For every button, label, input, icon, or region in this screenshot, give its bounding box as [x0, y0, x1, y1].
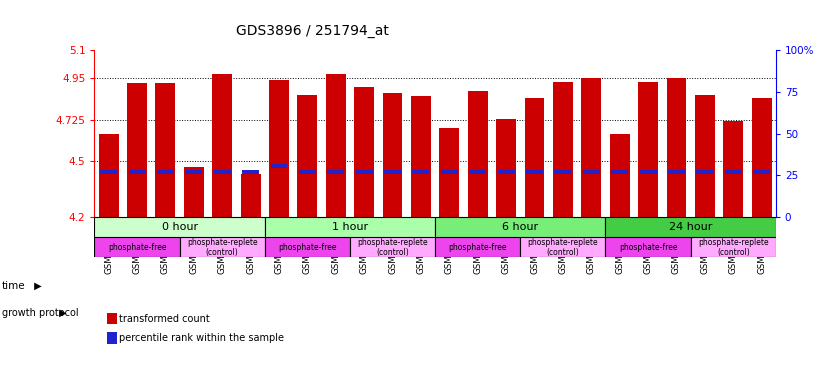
- Bar: [441, 170, 458, 174]
- Bar: [553, 81, 573, 217]
- Bar: [127, 83, 147, 217]
- Bar: [753, 170, 770, 174]
- Bar: [496, 119, 516, 217]
- Bar: [752, 98, 772, 217]
- Bar: [355, 170, 373, 174]
- Bar: [213, 74, 232, 217]
- Text: phosphate-free: phosphate-free: [619, 243, 677, 252]
- Text: phosphate-free: phosphate-free: [448, 243, 507, 252]
- Bar: [606, 217, 776, 237]
- Bar: [725, 170, 741, 174]
- Text: phosphate-replete
(control): phosphate-replete (control): [528, 238, 599, 257]
- Bar: [638, 81, 658, 217]
- Bar: [439, 128, 459, 217]
- Bar: [581, 78, 601, 217]
- Bar: [299, 170, 316, 174]
- Bar: [241, 174, 260, 217]
- Text: growth protocol: growth protocol: [2, 308, 78, 318]
- Text: transformed count: transformed count: [119, 314, 210, 324]
- Bar: [155, 83, 176, 217]
- Bar: [180, 237, 264, 257]
- Text: 1 hour: 1 hour: [332, 222, 368, 232]
- Bar: [525, 98, 544, 217]
- Bar: [696, 170, 713, 174]
- Bar: [640, 170, 657, 174]
- Bar: [213, 170, 231, 174]
- Bar: [326, 74, 346, 217]
- Text: ▶: ▶: [31, 281, 42, 291]
- Bar: [350, 237, 435, 257]
- Bar: [498, 170, 515, 174]
- Bar: [610, 134, 630, 217]
- Bar: [264, 237, 350, 257]
- Bar: [521, 237, 606, 257]
- Bar: [690, 237, 776, 257]
- Text: phosphate-free: phosphate-free: [108, 243, 167, 252]
- Text: phosphate-replete
(control): phosphate-replete (control): [357, 238, 428, 257]
- Bar: [668, 170, 685, 174]
- Bar: [612, 170, 628, 174]
- Bar: [328, 170, 344, 174]
- Bar: [723, 121, 743, 217]
- Bar: [470, 170, 486, 174]
- Bar: [297, 94, 317, 217]
- Bar: [411, 96, 431, 217]
- Bar: [526, 170, 543, 174]
- Bar: [667, 78, 686, 217]
- Text: 0 hour: 0 hour: [162, 222, 198, 232]
- Text: phosphate-replete
(control): phosphate-replete (control): [187, 238, 258, 257]
- Text: ▶: ▶: [56, 308, 67, 318]
- Bar: [269, 79, 289, 217]
- Text: 24 hour: 24 hour: [669, 222, 713, 232]
- Bar: [157, 170, 174, 174]
- Bar: [264, 217, 435, 237]
- Bar: [184, 167, 204, 217]
- Bar: [271, 164, 287, 168]
- Bar: [94, 237, 180, 257]
- Bar: [99, 134, 118, 217]
- Bar: [606, 237, 690, 257]
- Bar: [129, 170, 145, 174]
- Bar: [384, 170, 401, 174]
- Text: phosphate-free: phosphate-free: [278, 243, 337, 252]
- Text: time: time: [2, 281, 25, 291]
- Text: 6 hour: 6 hour: [502, 222, 539, 232]
- Bar: [186, 170, 202, 174]
- Bar: [468, 91, 488, 217]
- Bar: [100, 170, 117, 174]
- Bar: [435, 217, 606, 237]
- Bar: [583, 170, 599, 174]
- Bar: [354, 87, 374, 217]
- Bar: [383, 93, 402, 217]
- Text: phosphate-replete
(control): phosphate-replete (control): [698, 238, 768, 257]
- Bar: [695, 94, 715, 217]
- Text: GDS3896 / 251794_at: GDS3896 / 251794_at: [236, 25, 388, 38]
- Bar: [94, 217, 264, 237]
- Bar: [242, 170, 259, 174]
- Text: percentile rank within the sample: percentile rank within the sample: [119, 333, 284, 343]
- Bar: [412, 170, 429, 174]
- Bar: [435, 237, 521, 257]
- Bar: [554, 170, 571, 174]
